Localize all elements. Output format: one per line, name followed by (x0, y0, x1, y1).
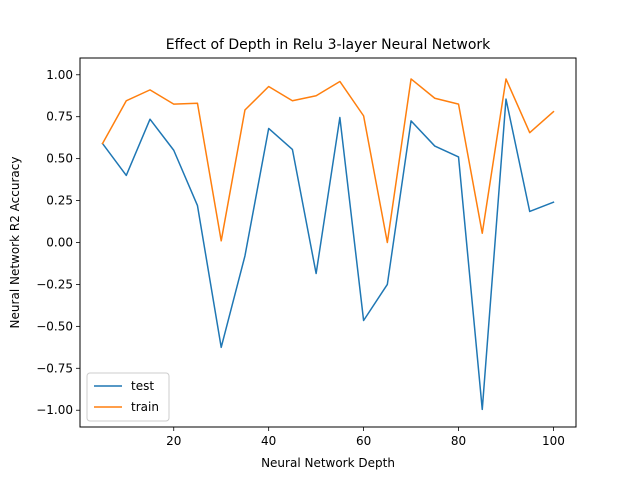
y-tick-label: −0.75 (36, 361, 73, 375)
x-tick-label: 100 (542, 434, 565, 448)
plot-area (101, 78, 555, 411)
legend-box (86, 372, 170, 422)
legend-label-train: train (131, 400, 159, 414)
axes-frame (79, 57, 577, 428)
x-axis: 20 40 60 80 100 (166, 427, 565, 448)
y-tick-label: 0.75 (46, 110, 73, 124)
x-tick-label: 60 (356, 434, 371, 448)
x-tick-label: 40 (261, 434, 276, 448)
x-axis-label: Neural Network Depth (261, 456, 395, 470)
legend: test train (86, 372, 170, 422)
chart-title: Effect of Depth in Relu 3-layer Neural N… (166, 37, 491, 53)
legend-label-test: test (131, 379, 154, 393)
y-tick-label: 0.00 (46, 236, 73, 250)
y-axis: −1.00 −0.75 −0.50 −0.25 0.00 0.25 0.50 0.75 1.00 (36, 68, 80, 417)
y-axis-label: Neural Network R2 Accuracy (8, 157, 22, 329)
y-tick-label: 1.00 (46, 68, 73, 82)
series-line-test (101, 98, 555, 411)
y-tick-label: −0.50 (36, 319, 73, 333)
x-tick-label: 20 (166, 434, 181, 448)
y-tick-label: 0.50 (46, 152, 73, 166)
y-tick-label: −1.00 (36, 403, 73, 417)
x-tick-label: 80 (451, 434, 466, 448)
y-tick-label: 0.25 (46, 194, 73, 208)
series-line-train (101, 78, 555, 244)
y-tick-label: −0.25 (36, 277, 73, 291)
